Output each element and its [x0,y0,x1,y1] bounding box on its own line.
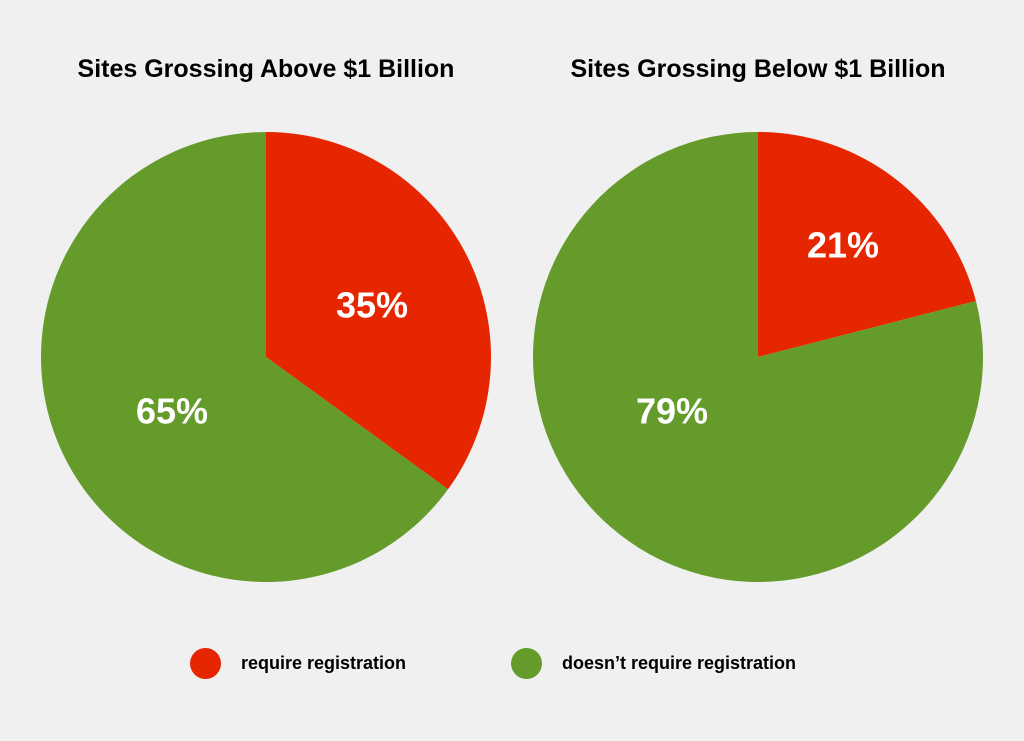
pie-slice-require [758,132,976,357]
slice-label-not-require: 65% [136,391,208,432]
legend-swatch-green-dot [511,647,542,679]
legend: require registration doesn’t require reg… [0,646,1024,680]
chart-title-below: Sites Grossing Below $1 Billion [570,55,945,83]
slice-label-require: 35% [336,285,408,326]
slice-label-not-require: 79% [636,391,708,432]
pie-slice-not-require [40,132,449,583]
legend-label-require: require registration [241,652,407,673]
slice-label-require: 21% [807,225,879,266]
pie-slice-not-require [532,132,983,582]
chart-title-above: Sites Grossing Above $1 Billion [78,55,455,83]
pie-chart-above-1-billion: Sites Grossing Above $1 Billion 35% 65% [40,55,491,583]
legend-item-require: require registration [190,646,406,680]
legend-swatch-red-dot [190,647,221,679]
legend-item-not-require: doesn’t require registration [511,646,796,680]
pie-slice-require [266,132,491,490]
legend-label-not-require: doesn’t require registration [562,652,797,673]
pie-chart-below-1-billion: Sites Grossing Below $1 Billion 21% 79% [532,55,983,582]
